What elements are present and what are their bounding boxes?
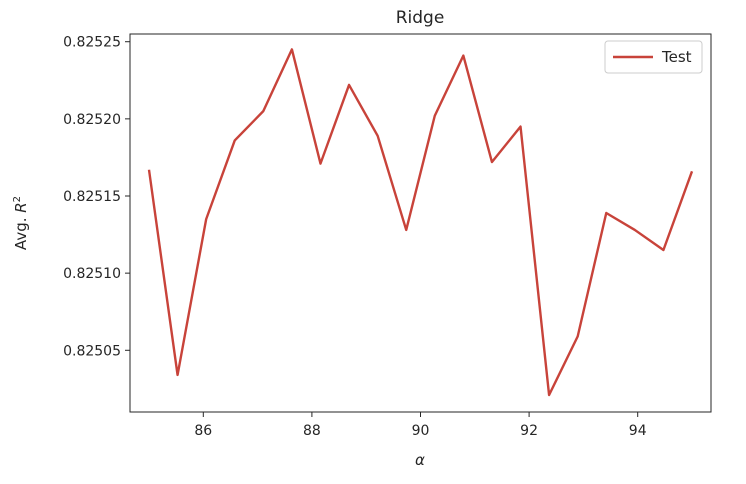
axis-ticks: 86 88 90 92 94 0.82505 0.82510 0.82515 0.82520 0.… — [63, 35, 647, 439]
series-group — [147, 48, 694, 397]
legend-label: Test — [661, 48, 692, 66]
y-tick-label: 0.82510 — [63, 266, 121, 282]
legend: Test — [604, 40, 703, 74]
y-tick-label: 0.82515 — [63, 189, 121, 205]
y-tick-label: 0.82520 — [63, 112, 121, 128]
x-tick-label: 86 — [194, 423, 212, 439]
y-tick-label: 0.82525 — [63, 35, 121, 51]
x-axis-label: α — [415, 451, 425, 469]
series-line-test — [147, 48, 694, 397]
x-tick-label: 90 — [412, 423, 430, 439]
x-tick-label: 94 — [629, 423, 647, 439]
y-tick-label: 0.82505 — [63, 343, 121, 359]
x-tick-label: 92 — [520, 423, 538, 439]
y-axis-label: Avg. R2 — [12, 196, 30, 250]
chart-title: Ridge — [396, 8, 445, 28]
legend-box — [604, 40, 703, 74]
y-axis-label-main: Avg. — [12, 213, 30, 250]
y-axis-label-sup: 2 — [12, 196, 23, 202]
y-axis-label-var: R — [12, 202, 30, 212]
x-tick-label: 88 — [303, 423, 321, 439]
plot-area — [129, 33, 712, 413]
